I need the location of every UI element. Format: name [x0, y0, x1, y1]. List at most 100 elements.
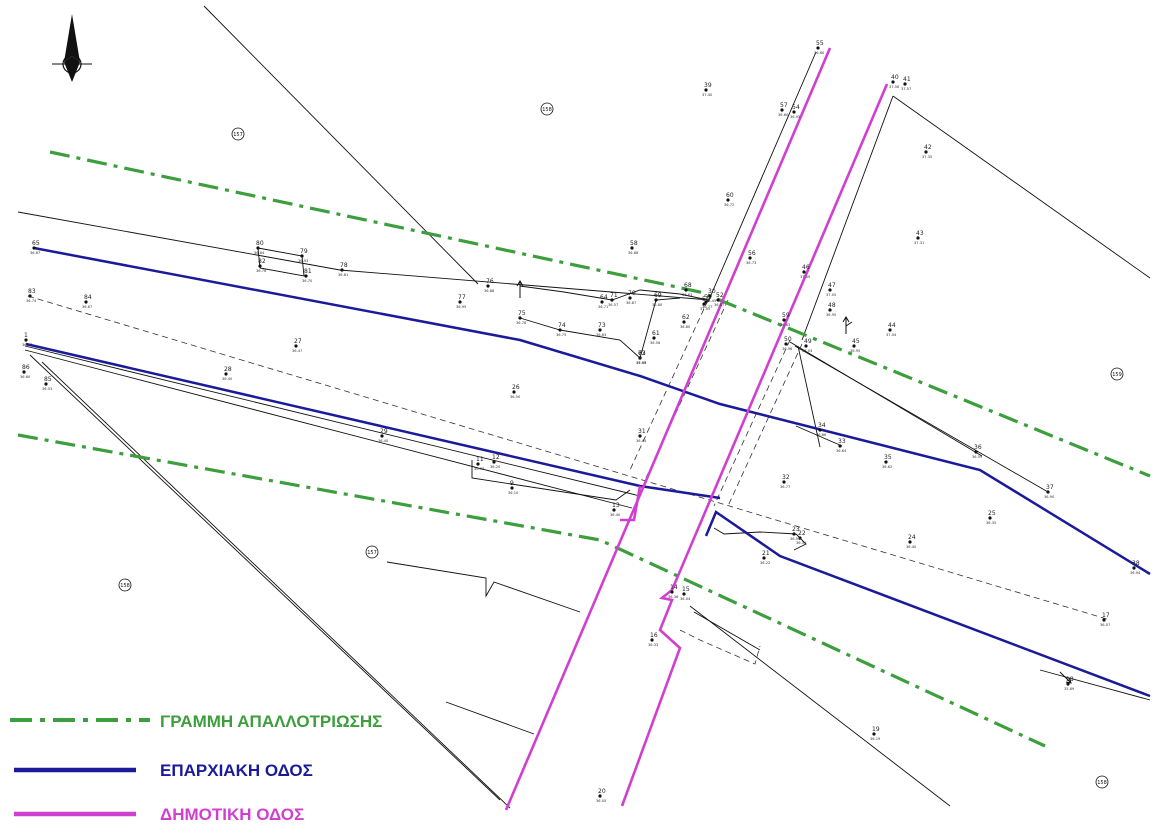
survey-point-number: 29	[380, 428, 388, 435]
survey-point-elevation: 37.31	[914, 241, 924, 245]
survey-point-marker	[612, 508, 616, 512]
survey-point: 25 36.35	[986, 510, 996, 525]
survey-point: 41 37.57	[901, 76, 911, 91]
survey-point-marker	[1102, 618, 1106, 622]
dashed-line	[27, 295, 1111, 621]
survey-point-marker	[974, 450, 978, 454]
survey-point-elevation: 37.56	[889, 85, 900, 89]
survey-point-marker	[300, 254, 304, 258]
survey-point-number: 78	[340, 262, 348, 269]
survey-point: 30 36.45	[706, 288, 716, 303]
survey-point-elevation: 36.34	[796, 541, 807, 545]
survey-point-number: 61	[652, 330, 660, 337]
survey-point-number: 63	[638, 350, 646, 357]
parcel-marker: 158	[118, 578, 132, 592]
survey-point-number: 85	[44, 376, 52, 383]
survey-point-marker	[884, 460, 888, 464]
survey-point-elevation: 36.95	[456, 305, 466, 309]
survey-point-number: 80	[256, 240, 264, 247]
survey-point-number: 33	[838, 438, 846, 445]
survey-point-elevation: 36.86	[816, 433, 827, 437]
survey-point-elevation: 36.20	[490, 465, 501, 469]
survey-point-number: 13	[612, 502, 620, 509]
survey-point-number: 60	[726, 192, 734, 199]
survey-point: 71 36.57	[608, 292, 618, 307]
survey-point-elevation: 36.88	[628, 251, 639, 255]
survey-point-marker	[294, 344, 298, 348]
survey-point-marker	[888, 328, 892, 332]
survey-point: 74 36.75	[556, 322, 566, 337]
survey-point-number: 34	[818, 422, 826, 429]
survey-point-marker	[610, 298, 614, 302]
survey-point: 136.47	[22, 332, 32, 347]
boundary-line	[801, 95, 894, 341]
survey-point-elevation: 37.35	[922, 155, 932, 159]
survey-point-number: 53	[704, 294, 712, 301]
survey-point-marker	[924, 150, 928, 154]
survey-point: 78 36.81	[338, 262, 348, 277]
boundary-line	[797, 345, 821, 448]
survey-point-number: 54	[792, 104, 800, 111]
survey-point-number: 20	[598, 788, 606, 795]
survey-point: 47 37.05	[826, 282, 836, 297]
arrow-icon	[842, 316, 853, 334]
survey-point-marker	[1132, 566, 1136, 570]
survey-point-number: 17	[1102, 612, 1110, 619]
survey-point-number: 25	[988, 510, 996, 517]
survey-point: 36 36.59	[972, 444, 983, 459]
boundary-line	[519, 285, 709, 301]
survey-point-number: 57	[780, 102, 788, 109]
parcel-number: 158	[542, 107, 552, 113]
survey-point-marker	[340, 268, 344, 272]
survey-point-marker	[510, 486, 514, 490]
expropriation-lines	[17, 150, 1151, 748]
survey-point: 53 36.77	[702, 294, 712, 309]
survey-point: 27 36.47	[292, 338, 302, 353]
survey-point-number: 30	[708, 288, 716, 295]
survey-point-elevation: 36.80	[652, 303, 663, 307]
survey-point: 33 36.64	[836, 438, 847, 453]
survey-point: 35 36.62	[882, 454, 892, 469]
survey-point-number: 64	[600, 294, 608, 301]
boundary-line	[1039, 669, 1151, 701]
survey-point: 79 36.93	[298, 248, 308, 263]
survey-point-marker	[600, 300, 604, 304]
survey-point: 26 36.50	[510, 384, 521, 399]
survey-point: 16 36.33	[648, 632, 658, 647]
survey-point-elevation: 36.45	[706, 299, 716, 303]
survey-point-elevation: 36.22	[760, 561, 770, 565]
survey-point-elevation: 36.40	[906, 545, 917, 549]
survey-point-elevation: 36.93	[298, 259, 308, 263]
survey-point-number: 32	[782, 474, 790, 481]
survey-point-marker	[224, 372, 228, 376]
legend-item-provincial-road: ΕΠΑΡΧΙΑΚΗ ΟΔΟΣ	[14, 761, 313, 780]
survey-point-number: 23	[792, 526, 800, 533]
expropriation-line	[49, 150, 1151, 478]
survey-point-marker	[558, 328, 562, 332]
survey-point: 42 37.35	[922, 144, 932, 159]
survey-point-number: 79	[300, 248, 308, 255]
survey-point-marker	[304, 274, 308, 278]
boundary-line	[707, 51, 817, 303]
survey-point: 83 36.74	[26, 288, 37, 303]
survey-point-number: 47	[828, 282, 836, 289]
survey-point-elevation: 36.47	[22, 343, 32, 347]
survey-point: 64 36.71	[598, 294, 608, 309]
survey-point: 62 36.80	[680, 314, 691, 329]
survey-point-number: 86	[22, 364, 30, 371]
survey-point: 63 37.07	[636, 350, 646, 365]
survey-point: 17 36.07	[1100, 612, 1110, 627]
survey-point: 68 36.63	[682, 282, 692, 297]
survey-point-elevation: 36.35	[986, 521, 996, 525]
municipal-road-edge	[620, 83, 889, 807]
survey-point: 23 36.51	[790, 526, 800, 541]
boundary-line	[257, 247, 305, 277]
survey-point-marker	[782, 480, 786, 484]
survey-point-elevation: 36.90	[1044, 495, 1055, 499]
survey-point: 56 36.73	[746, 250, 756, 265]
survey-point-number: 1	[24, 332, 28, 339]
parcel-marker: 157	[365, 545, 379, 559]
survey-point: 58 36.88	[628, 240, 639, 255]
survey-point-number: 15	[682, 586, 690, 593]
